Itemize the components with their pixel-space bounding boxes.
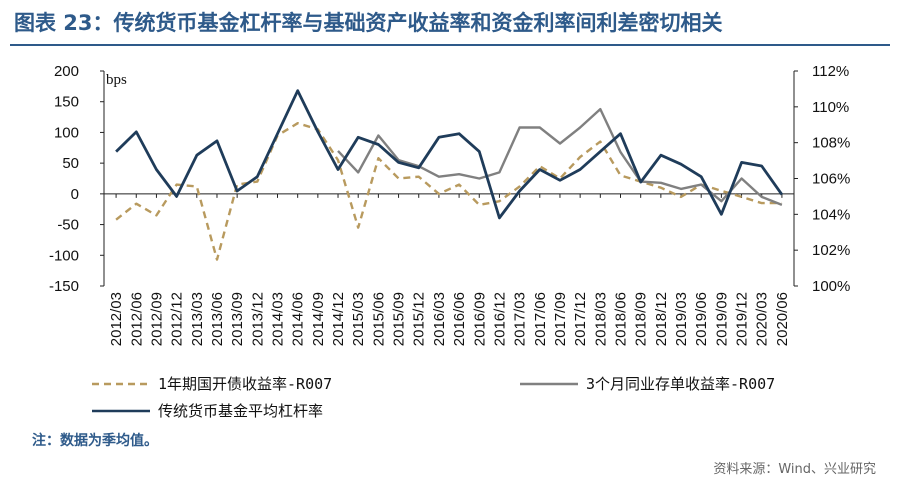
y-right-tick-label: 108% <box>812 135 850 152</box>
x-tick-label: 2012/03 <box>108 292 125 346</box>
x-tick-label: 2017/03 <box>512 292 529 346</box>
x-tick-label: 2013/09 <box>229 292 246 346</box>
x-tick-label: 2012/12 <box>169 292 186 346</box>
y-right-tick-label: 100% <box>812 278 850 295</box>
x-tick-label: 2016/06 <box>451 292 468 346</box>
x-tick-label: 2012/09 <box>148 292 165 346</box>
x-tick-label: 2019/03 <box>673 292 690 346</box>
footnote: 注：数据为季均值。 <box>32 433 158 449</box>
y-left-tick-label: 200 <box>54 63 79 80</box>
x-tick-label: 2016/12 <box>491 292 508 346</box>
x-tick-label: 2015/03 <box>350 292 367 346</box>
source-label: 资料来源：Wind、兴业研究 <box>713 462 876 477</box>
x-tick-label: 2015/06 <box>370 292 387 346</box>
y-left-tick-label: 50 <box>62 155 79 172</box>
x-tick-label: 2016/09 <box>471 292 488 346</box>
x-tick-label: 2017/12 <box>572 292 589 346</box>
x-tick-label: 2020/03 <box>754 292 771 346</box>
legend-label-2: 3个月同业存单收益率-R007 <box>586 375 775 393</box>
series-2-line <box>337 107 783 207</box>
x-tick-label: 2012/06 <box>128 292 145 346</box>
y-left-tick-label: -150 <box>49 278 79 295</box>
x-tick-label: 2013/06 <box>209 292 226 346</box>
x-tick-label: 2018/09 <box>633 292 650 346</box>
x-tick-label: 2014/03 <box>270 292 287 346</box>
chart: bps 200 150 100 50 0 -50 -100 -150 112% 110% 108% 1… <box>49 63 850 420</box>
y-right-tick-label: 110% <box>812 99 849 116</box>
x-tick-label: 2017/06 <box>532 292 549 346</box>
x-tick-label: 2014/09 <box>310 292 327 346</box>
x-tick-label: 2019/06 <box>693 292 710 346</box>
series-1-line <box>115 122 782 261</box>
chart-title: 图表 23：传统货币基金杠杆率与基础资产收益率和资金利率间利差密切相关 <box>14 11 723 35</box>
x-tick-label: 2019/12 <box>734 292 751 346</box>
y-left-unit-label: bps <box>106 72 127 88</box>
x-tick-label: 2019/09 <box>713 292 730 346</box>
y-left-tick-label: 100 <box>54 124 79 141</box>
series-3-line <box>115 89 784 220</box>
x-tick-label: 2020/06 <box>774 292 791 346</box>
y-right-tick-label: 106% <box>812 171 850 188</box>
x-tick-label: 2018/03 <box>592 292 609 346</box>
title-divider <box>10 44 890 46</box>
y-left-tick-label: 150 <box>54 94 79 111</box>
x-tick-label: 2017/09 <box>552 292 569 346</box>
legend-label-3: 传统货币基金平均杠杆率 <box>158 402 323 420</box>
legend-label-1: 1年期国开债收益率-R007 <box>158 375 332 393</box>
y-right-tick-label: 104% <box>812 206 850 223</box>
x-tick-label: 2018/12 <box>653 292 670 346</box>
x-tick-label: 2013/12 <box>249 292 266 346</box>
y-left-tick-label: -100 <box>49 247 79 264</box>
x-tick-label: 2018/06 <box>613 292 630 346</box>
x-tick-label: 2016/03 <box>431 292 448 346</box>
x-tick-label: 2015/09 <box>391 292 408 346</box>
y-left-tick-label: -50 <box>57 217 79 234</box>
y-left-tick-label: 0 <box>71 186 79 203</box>
y-right-tick-label: 112% <box>812 63 849 80</box>
x-tick-label: 2014/06 <box>290 292 307 346</box>
x-tick-label: 2015/12 <box>411 292 428 346</box>
x-tick-label: 2014/12 <box>330 292 347 346</box>
y-right-tick-label: 102% <box>812 242 850 259</box>
x-tick-label: 2013/03 <box>189 292 206 346</box>
